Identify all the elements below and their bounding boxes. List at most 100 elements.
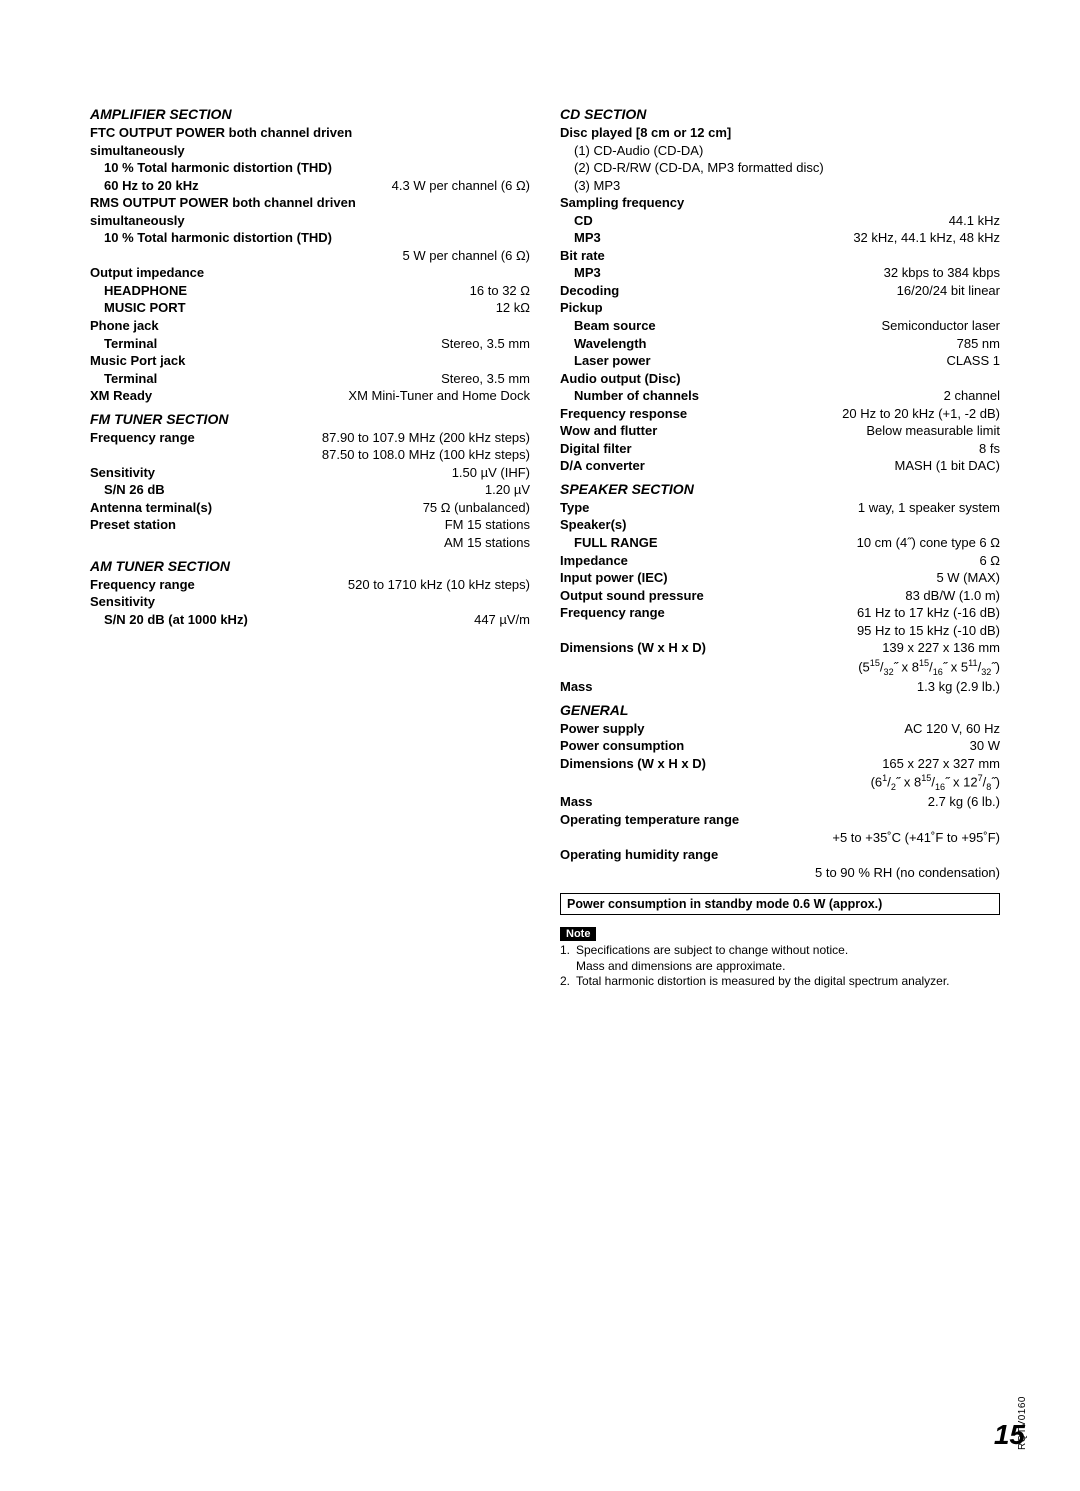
cd-disc: Disc played [8 cm or 12 cm]: [560, 124, 1000, 142]
sp-ip-l: Input power (IEC): [560, 569, 668, 587]
note-badge: Note: [560, 927, 596, 941]
sp-sps: Speaker(s): [560, 516, 1000, 534]
am-fr-l: Frequency range: [90, 576, 195, 594]
amp-60hz-l: 60 Hz to 20 kHz: [104, 177, 199, 195]
right-column: CD SECTION Disc played [8 cm or 12 cm] (…: [560, 100, 1000, 990]
cd-wf-v: Below measurable limit: [866, 422, 1000, 440]
note-num-1: 1.: [560, 943, 576, 974]
amp-term-v: Stereo, 3.5 mm: [441, 335, 530, 353]
sp-fr-l: FULL RANGE: [574, 534, 658, 552]
cd-nc: Number of channels2 channel: [560, 387, 1000, 405]
am-fr-v: 520 to 1710 kHz (10 kHz steps): [348, 576, 530, 594]
cd-sf-cd-v: 44.1 kHz: [949, 212, 1000, 230]
sp-fr: FULL RANGE10 cm (4˝) cone type 6 Ω: [560, 534, 1000, 552]
amp-rms2: simultaneously: [90, 212, 530, 230]
cd-lp-v: CLASS 1: [947, 352, 1000, 370]
amp-mport: MUSIC PORT 12 kΩ: [90, 299, 530, 317]
am-fr: Frequency range 520 to 1710 kHz (10 kHz …: [90, 576, 530, 594]
cd-sf-mp3-v: 32 kHz, 44.1 kHz, 48 kHz: [853, 229, 1000, 247]
cd-sf-mp3: MP332 kHz, 44.1 kHz, 48 kHz: [560, 229, 1000, 247]
gen-dim-l: Dimensions (W x H x D): [560, 755, 706, 773]
gen-dim-v1: 165 x 227 x 327 mm: [882, 755, 1000, 773]
cd-wf: Wow and flutterBelow measurable limit: [560, 422, 1000, 440]
amp-mport-l: MUSIC PORT: [104, 299, 186, 317]
sp-freq-l: Frequency range: [560, 604, 665, 622]
note-1b: Mass and dimensions are approximate.: [576, 959, 785, 973]
cd-br-mp3: MP332 kbps to 384 kbps: [560, 264, 1000, 282]
note-num-2: 2.: [560, 974, 576, 990]
cd-pu: Pickup: [560, 299, 1000, 317]
cd-d3: (3) MP3: [560, 177, 1000, 195]
sp-mass-v: 1.3 kg (2.9 lb.): [917, 678, 1000, 696]
cd-df-v: 8 fs: [979, 440, 1000, 458]
sp-imp: Impedance6 Ω: [560, 552, 1000, 570]
cd-wl-l: Wavelength: [574, 335, 646, 353]
cd-sf-cd: CD44.1 kHz: [560, 212, 1000, 230]
amp-ftc1: FTC OUTPUT POWER both channel driven: [90, 124, 530, 142]
fm-preset-l: Preset station: [90, 516, 176, 534]
fm-preset-v2: AM 15 stations: [90, 534, 530, 552]
cd-dec-v: 16/20/24 bit linear: [897, 282, 1000, 300]
fm-ant-v: 75 Ω (unbalanced): [423, 499, 530, 517]
note-2: Total harmonic distortion is measured by…: [576, 974, 950, 990]
cd-df-l: Digital filter: [560, 440, 632, 458]
gen-dim: Dimensions (W x H x D) 165 x 227 x 327 mm: [560, 755, 1000, 773]
amp-rms1: RMS OUTPUT POWER both channel driven: [90, 194, 530, 212]
cd-fresp-l: Frequency response: [560, 405, 687, 423]
gen-mass: Mass 2.7 kg (6 lb.): [560, 793, 1000, 811]
amp-thd2: 10 % Total harmonic distortion (THD): [90, 229, 530, 247]
cd-da-l: D/A converter: [560, 457, 645, 475]
sp-dim-v1: 139 x 227 x 136 mm: [882, 639, 1000, 657]
notes: 1.Specifications are subject to change w…: [560, 943, 1000, 990]
amp-title: AMPLIFIER SECTION: [90, 106, 530, 122]
cd-d2: (2) CD-R/RW (CD-DA, MP3 formatted disc): [560, 159, 1000, 177]
sp-ip-v: 5 W (MAX): [936, 569, 1000, 587]
gen-ohr-v: 5 to 90 % RH (no condensation): [560, 864, 1000, 882]
cd-wl-v: 785 nm: [957, 335, 1000, 353]
amp-rms-v: 5 W per channel (6 Ω): [90, 247, 530, 265]
amp-xm: XM Ready XM Mini-Tuner and Home Dock: [90, 387, 530, 405]
am-title: AM TUNER SECTION: [90, 558, 530, 574]
fm-ant: Antenna terminal(s) 75 Ω (unbalanced): [90, 499, 530, 517]
fm-preset: Preset station FM 15 stations: [90, 516, 530, 534]
cd-bs: Beam sourceSemiconductor laser: [560, 317, 1000, 335]
amp-term2-v: Stereo, 3.5 mm: [441, 370, 530, 388]
fm-sn-v: 1.20 µV: [485, 481, 530, 499]
sp-ip: Input power (IEC) 5 W (MAX): [560, 569, 1000, 587]
amp-60hz-v: 4.3 W per channel (6 Ω): [392, 177, 530, 195]
am-sens: Sensitivity: [90, 593, 530, 611]
am-sn: S/N 20 dB (at 1000 kHz) 447 µV/m: [90, 611, 530, 629]
cd-sf: Sampling frequency: [560, 194, 1000, 212]
sp-mass-l: Mass: [560, 678, 593, 696]
amp-head-v: 16 to 32 Ω: [470, 282, 530, 300]
amp-pjack: Phone jack: [90, 317, 530, 335]
cd-dec: Decoding 16/20/24 bit linear: [560, 282, 1000, 300]
gen-pc-v: 30 W: [970, 737, 1000, 755]
amp-60hz: 60 Hz to 20 kHz 4.3 W per channel (6 Ω): [90, 177, 530, 195]
cd-wl: Wavelength 785 nm: [560, 335, 1000, 353]
sp-osp-l: Output sound pressure: [560, 587, 704, 605]
fm-sn-l: S/N 26 dB: [104, 481, 165, 499]
sp-type-v: 1 way, 1 speaker system: [858, 499, 1000, 517]
fm-sn: S/N 26 dB 1.20 µV: [90, 481, 530, 499]
gen-ps-v: AC 120 V, 60 Hz: [904, 720, 1000, 738]
sp-osp-v: 83 dB/W (1.0 m): [905, 587, 1000, 605]
fm-fr-v2: 87.50 to 108.0 MHz (100 kHz steps): [90, 446, 530, 464]
sp-title: SPEAKER SECTION: [560, 481, 1000, 497]
cd-nc-l: Number of channels: [574, 387, 699, 405]
sp-imp-l: Impedance: [560, 552, 628, 570]
cd-lp-l: Laser power: [574, 352, 651, 370]
amp-term-l: Terminal: [104, 335, 157, 353]
sp-freq-v2: 95 Hz to 15 kHz (-10 dB): [560, 622, 1000, 640]
amp-term: Terminal Stereo, 3.5 mm: [90, 335, 530, 353]
cd-ao: Audio output (Disc): [560, 370, 1000, 388]
gen-mass-v: 2.7 kg (6 lb.): [928, 793, 1000, 811]
gen-mass-l: Mass: [560, 793, 593, 811]
fm-preset-v1: FM 15 stations: [445, 516, 530, 534]
cd-dec-l: Decoding: [560, 282, 619, 300]
sp-dim: Dimensions (W x H x D)139 x 227 x 136 mm: [560, 639, 1000, 657]
gen-otr: Operating temperature range: [560, 811, 1000, 829]
cd-d1: (1) CD-Audio (CD-DA): [560, 142, 1000, 160]
amp-ftc2: simultaneously: [90, 142, 530, 160]
fm-sens-v: 1.50 µV (IHF): [452, 464, 530, 482]
